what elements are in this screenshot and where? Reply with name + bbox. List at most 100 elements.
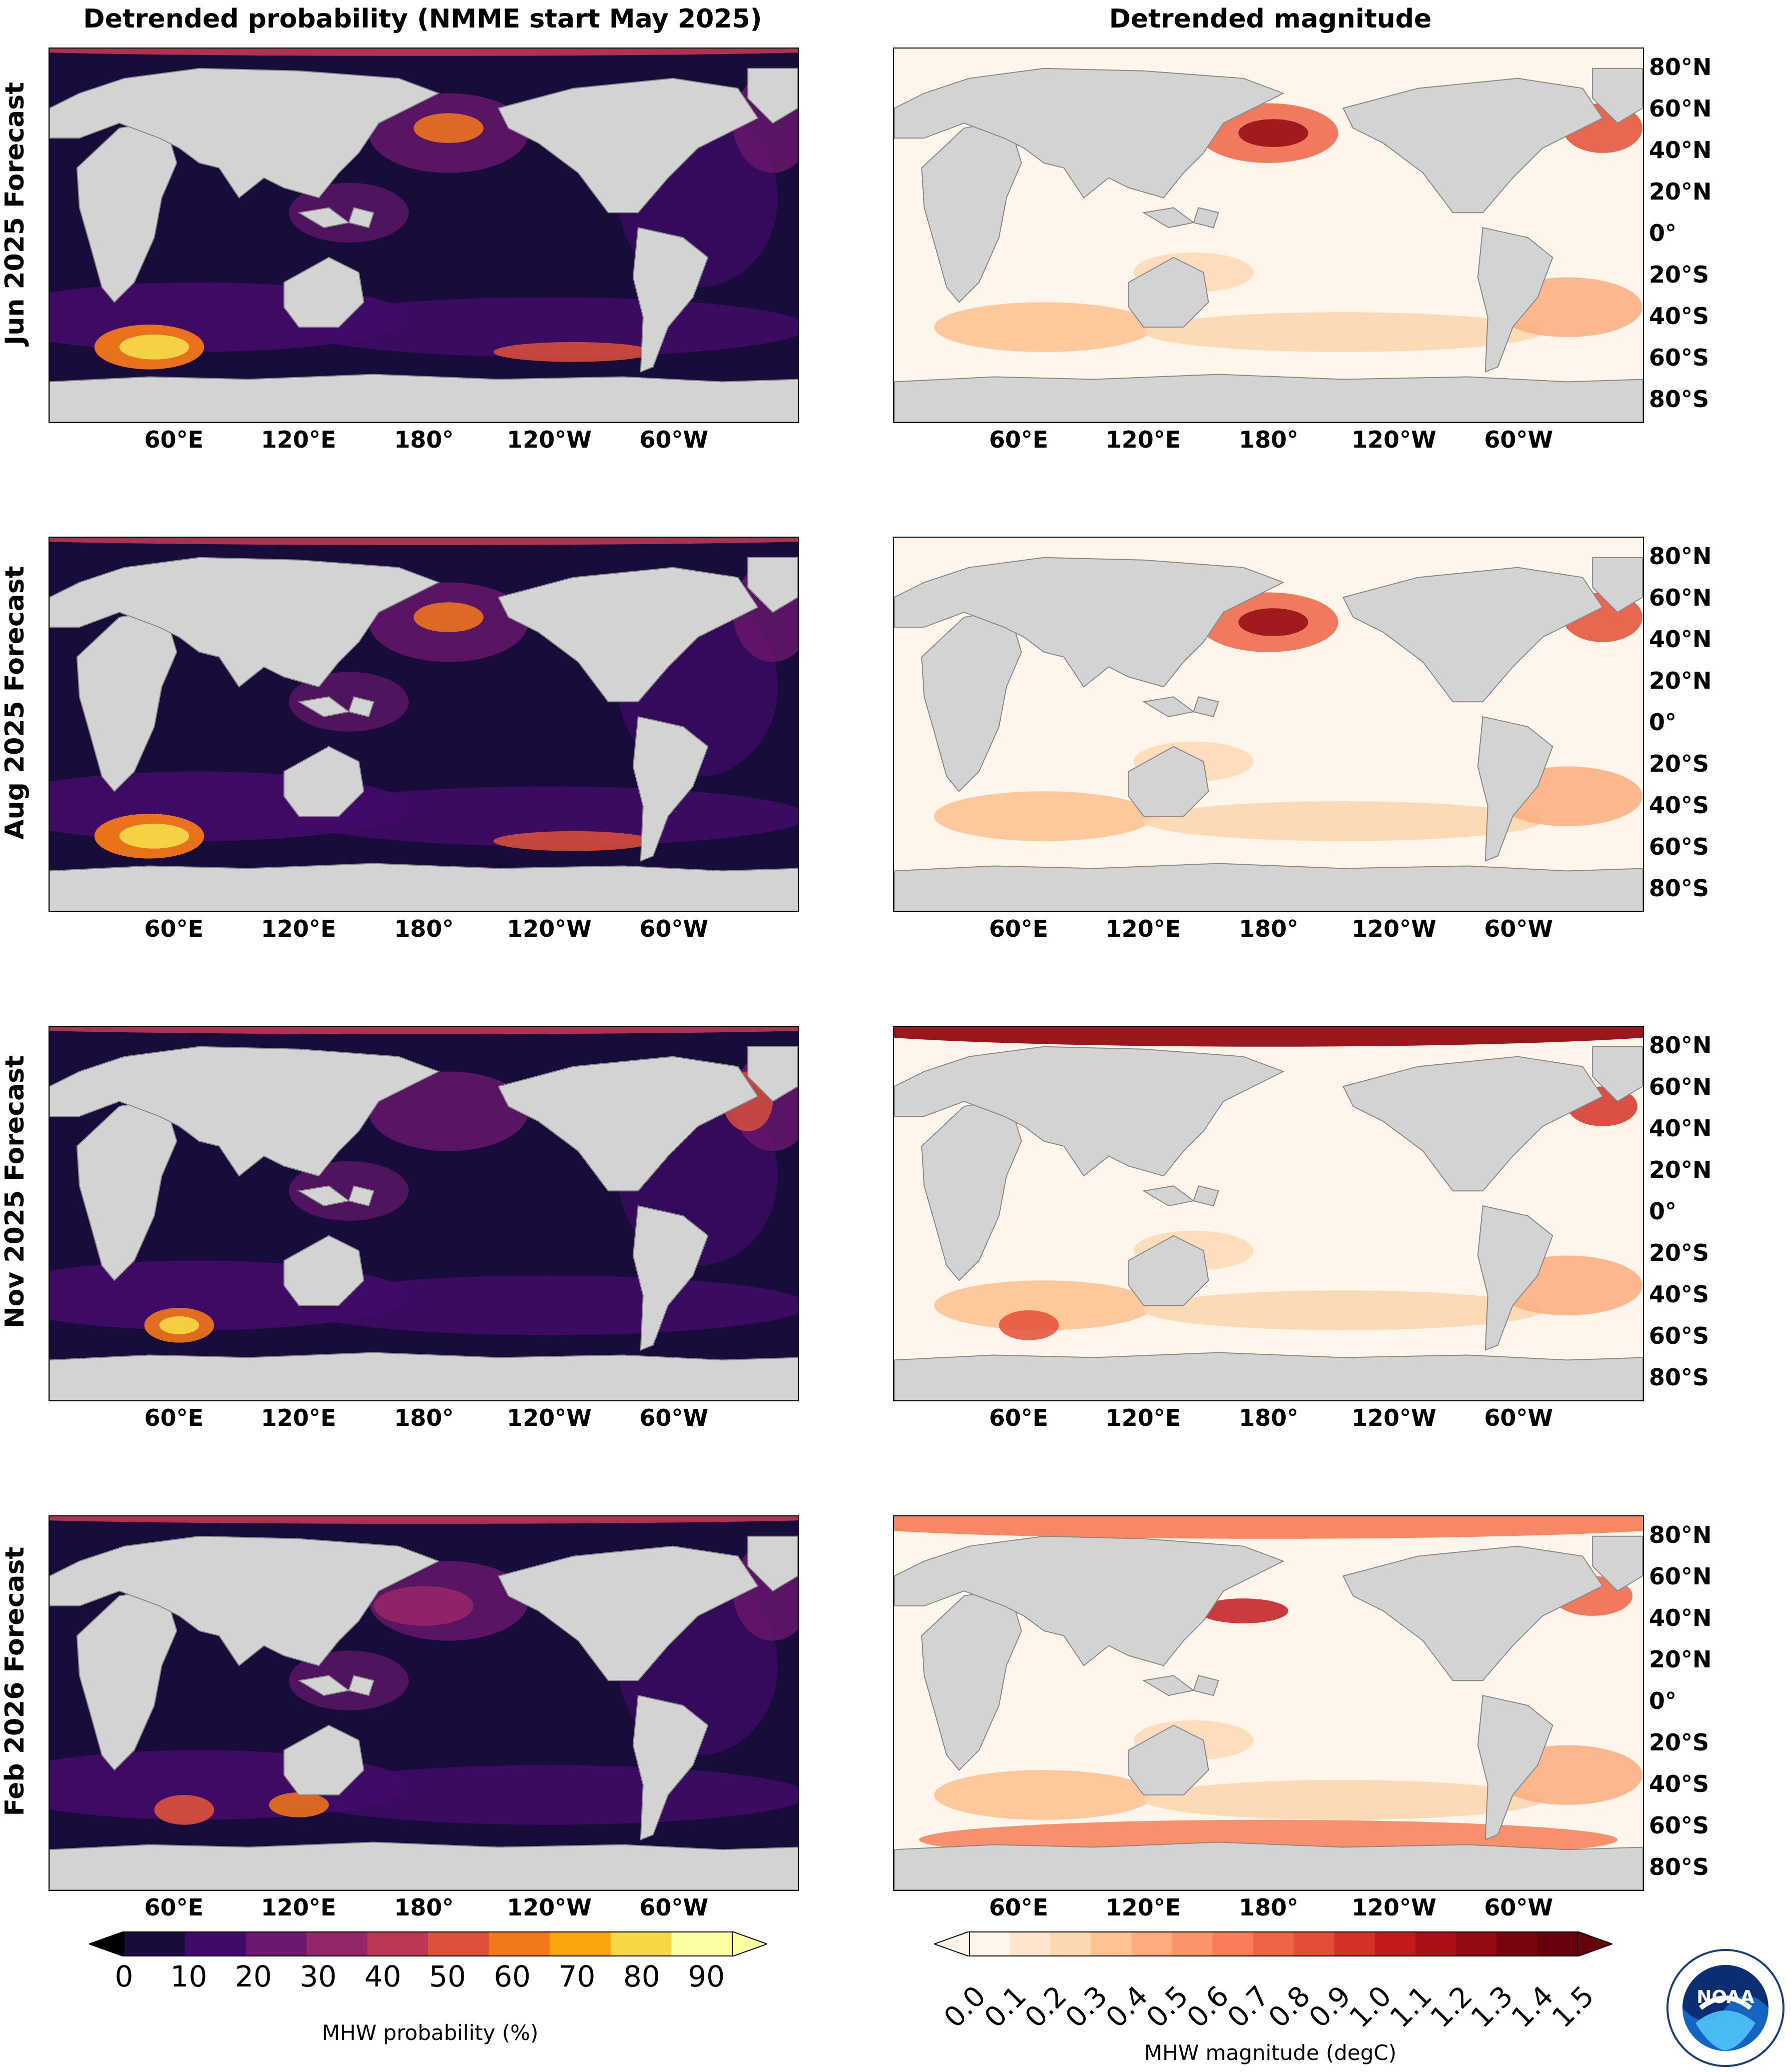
landmass <box>894 68 1285 199</box>
longitude-tick-label: 60°W <box>639 915 709 942</box>
landmass <box>50 68 440 199</box>
longitude-tick-label: 60°W <box>1484 426 1553 453</box>
latitude-tick-label: 60°S <box>1649 1812 1709 1839</box>
landmass <box>1128 1724 1209 1796</box>
colorbar-tick-label: 90 <box>688 1959 725 1993</box>
longitude-tick-label: 60°E <box>144 915 204 942</box>
landmass <box>283 257 365 328</box>
colorbar-segment <box>1010 1931 1051 1956</box>
landmass <box>632 716 709 862</box>
longitude-tick-label: 120°W <box>507 915 592 942</box>
landmass <box>283 746 365 817</box>
colorbar-segment <box>1374 1931 1416 1956</box>
colorbar-segment <box>1253 1931 1294 1956</box>
colorbar-segment <box>1212 1931 1253 1956</box>
landmass <box>498 567 759 703</box>
anomaly-patch <box>999 1310 1059 1340</box>
landmass <box>747 1046 798 1102</box>
anomaly-patch <box>269 1792 329 1817</box>
landmass <box>1128 257 1209 328</box>
landmass <box>348 1185 375 1207</box>
probability-map-1 <box>49 48 799 423</box>
longitude-tick-label: 120°W <box>507 426 592 453</box>
row-label-feb-2026: Feb 2026 Forecast <box>0 1546 30 1816</box>
colorbar-segment <box>124 1931 186 1956</box>
landmass <box>747 68 798 124</box>
longitude-tick-label: 60°W <box>1484 915 1553 942</box>
longitude-tick-label: 120°E <box>1105 915 1181 942</box>
longitude-tick-label: 60°E <box>989 915 1048 942</box>
landmass <box>1342 1545 1603 1681</box>
colorbar-tick-label: 30 <box>300 1959 337 1993</box>
magnitude-colorbar <box>934 1931 1612 1956</box>
landmass <box>1592 68 1643 124</box>
colorbar-segment <box>550 1931 611 1956</box>
anomaly-patch <box>1238 119 1308 147</box>
anomaly-patch <box>50 1027 798 1034</box>
anomaly-patch <box>50 1516 798 1524</box>
longitude-tick-label: 120°W <box>1351 915 1437 942</box>
colorbar-tick-label: 0 <box>115 1959 134 1993</box>
colorbar-extend-low <box>934 1931 970 1956</box>
colorbar-segment <box>1415 1931 1456 1956</box>
landmass <box>1342 567 1603 703</box>
probability-map-2 <box>49 537 799 912</box>
colorbar-tick-label: 20 <box>235 1959 272 1993</box>
anomaly-patch <box>289 1275 798 1335</box>
anomaly-patch <box>414 602 484 632</box>
magnitude-map-1 <box>893 48 1644 423</box>
latitude-tick-label: 60°N <box>1649 95 1712 122</box>
landmass <box>632 1694 709 1841</box>
landmass <box>1477 1205 1553 1351</box>
noaa-logo-text: NOAA <box>1696 1987 1754 2007</box>
noaa-logo: NOAA <box>1665 1948 1785 2068</box>
longitude-tick-label: 120°W <box>1351 426 1437 453</box>
landmass <box>498 78 759 214</box>
longitude-tick-label: 120°E <box>1105 426 1181 453</box>
longitude-tick-label: 60°E <box>144 426 204 453</box>
latitude-tick-label: 40°N <box>1649 1115 1712 1142</box>
latitude-tick-label: 80°S <box>1649 1364 1709 1391</box>
landmass <box>348 207 375 229</box>
landmass <box>632 1205 709 1351</box>
latitude-tick-label: 60°S <box>1649 833 1709 860</box>
longitude-tick-label: 120°E <box>261 1404 337 1431</box>
probability-colorbar-label: MHW probability (%) <box>322 2020 539 2045</box>
anomaly-patch <box>493 831 653 851</box>
latitude-tick-label: 80°S <box>1649 875 1709 902</box>
landmass <box>50 1046 440 1177</box>
latitude-tick-label: 60°S <box>1649 344 1709 371</box>
latitude-tick-label: 40°N <box>1649 626 1712 653</box>
latitude-tick-label: 20°N <box>1649 178 1712 205</box>
longitude-tick-label: 60°W <box>639 1404 709 1431</box>
latitude-tick-label: 80°N <box>1649 54 1712 81</box>
longitude-tick-label: 180° <box>394 915 454 942</box>
latitude-tick-label: 20°N <box>1649 1646 1712 1673</box>
colorbar-segment <box>1496 1931 1537 1956</box>
latitude-tick-label: 20°S <box>1649 1239 1709 1266</box>
colorbar-frame <box>969 1931 1578 1956</box>
latitude-tick-label: 80°S <box>1649 1853 1709 1880</box>
colorbar-segment <box>1050 1931 1091 1956</box>
latitude-tick-label: 40°S <box>1649 1281 1709 1308</box>
colorbar-segment <box>610 1931 672 1956</box>
landmass <box>1592 1535 1643 1592</box>
landmass <box>1193 1185 1219 1207</box>
longitude-tick-label: 180° <box>394 426 454 453</box>
landmass <box>894 557 1285 688</box>
colorbar-segment <box>1293 1931 1335 1956</box>
magnitude-map-4 <box>893 1515 1644 1891</box>
landmass <box>498 1545 759 1681</box>
row-label-aug-2025: Aug 2025 Forecast <box>0 566 30 840</box>
anomaly-patch <box>1198 1598 1288 1623</box>
landmass <box>348 696 375 718</box>
anomaly-patch <box>894 1027 1643 1047</box>
longitude-tick-label: 60°W <box>639 426 709 453</box>
row-label-jun-2025: Jun 2025 Forecast <box>0 82 30 346</box>
landmass <box>50 374 798 422</box>
latitude-tick-label: 40°N <box>1649 137 1712 164</box>
anomaly-patch <box>1238 608 1308 636</box>
colorbar-segment <box>671 1931 733 1956</box>
anomaly-patch <box>934 791 1154 841</box>
latitude-tick-label: 60°S <box>1649 1322 1709 1349</box>
